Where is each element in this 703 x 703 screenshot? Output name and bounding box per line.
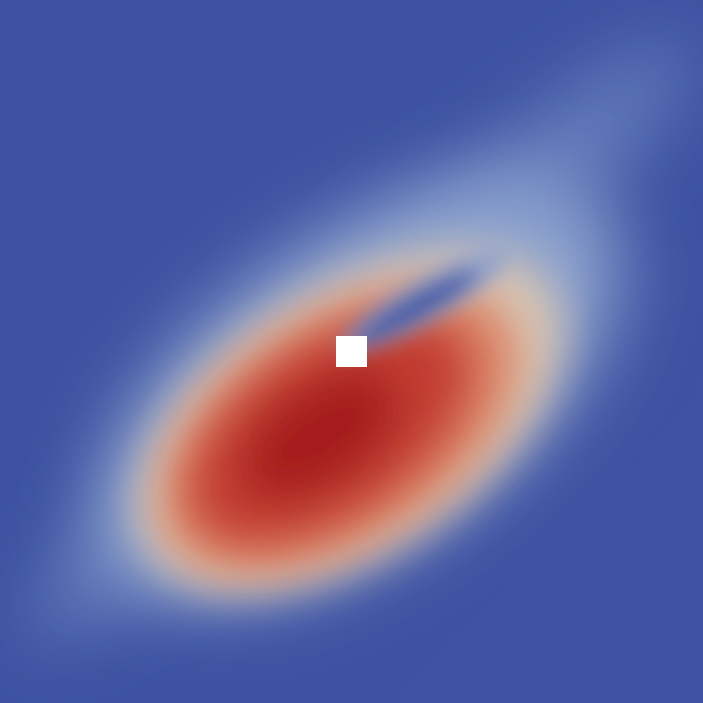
obstacle-wake — [341, 248, 509, 352]
obstacle-square — [336, 336, 367, 367]
hot-region — [189, 316, 471, 544]
